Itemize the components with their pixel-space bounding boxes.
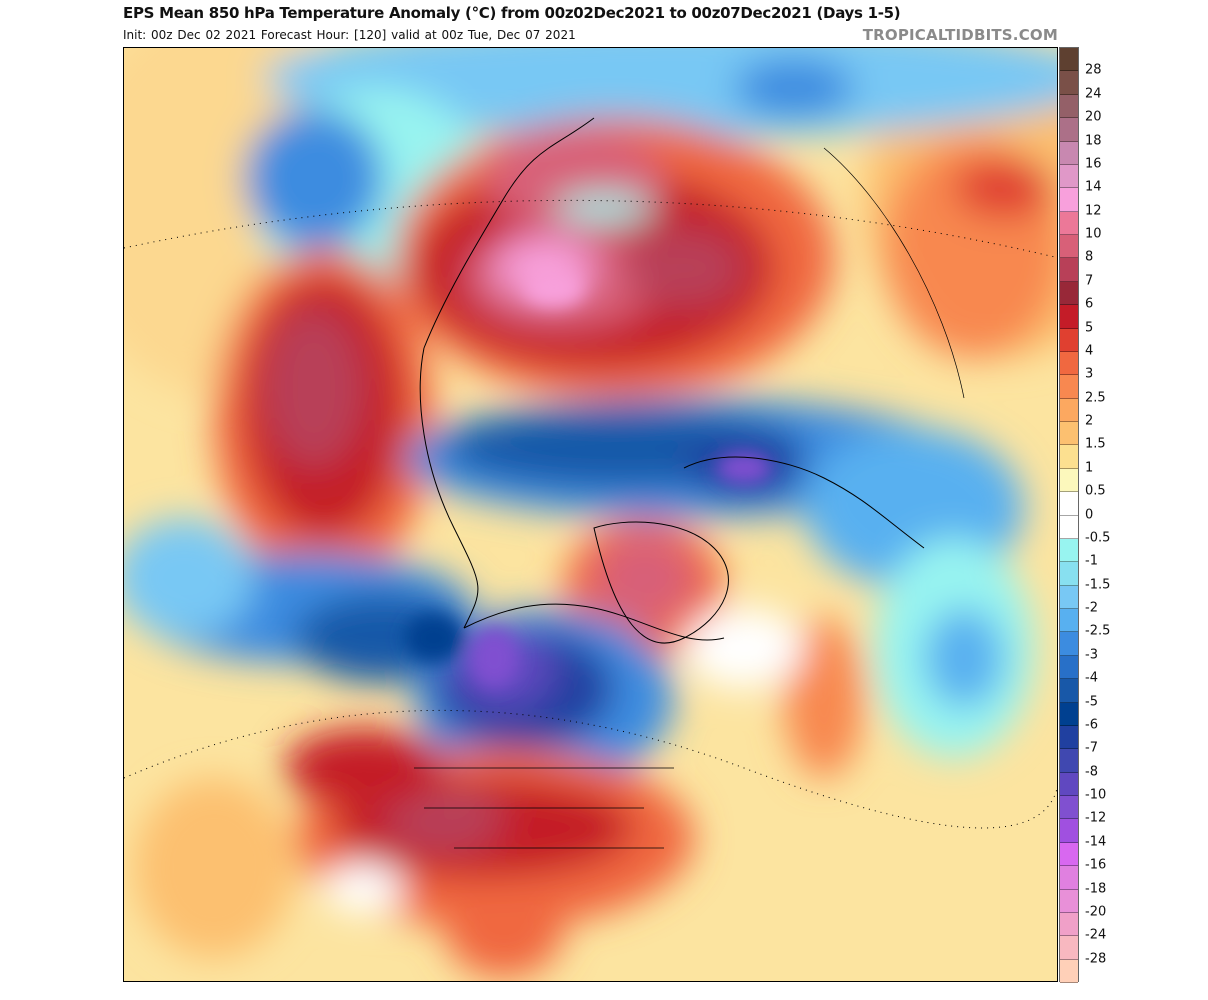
colorbar-label: 1.5: [1085, 436, 1106, 452]
colorbar-bin: [1060, 375, 1078, 399]
colorbar-bin: [1060, 351, 1078, 376]
colorbar-label: -2.5: [1085, 623, 1111, 639]
colorbar-label: 2: [1085, 413, 1094, 429]
map-title: EPS Mean 850 hPa Temperature Anomaly (°C…: [123, 4, 901, 22]
colorbar-label: 28: [1085, 62, 1102, 78]
colorbar-label: 18: [1085, 133, 1102, 148]
colorbar-bin: [1060, 796, 1078, 820]
colorbar-label: 7: [1085, 273, 1094, 289]
colorbar-label: -2: [1085, 600, 1098, 616]
anomaly-field: [124, 48, 1057, 978]
colorbar-bin: [1060, 328, 1078, 352]
anomaly-map: [123, 47, 1058, 982]
brand-logo[interactable]: TROPICALTIDBITS.COM: [862, 26, 1058, 44]
colorbar-bin: [1060, 422, 1078, 446]
colorbar-bin: [1060, 819, 1078, 843]
colorbar-label: -5: [1085, 694, 1098, 709]
colorbar-label: 14: [1085, 179, 1102, 195]
colorbar-bin: [1060, 188, 1078, 212]
colorbar-bin: [1060, 632, 1078, 656]
colorbar-bin: [1060, 912, 1078, 937]
colorbar-label: -24: [1085, 927, 1107, 943]
colorbar-label: -1.5: [1085, 577, 1111, 593]
colorbar-bin: [1060, 538, 1078, 563]
colorbar-label: -7: [1085, 740, 1098, 756]
colorbar-bin: [1060, 749, 1078, 773]
colorbar-label: -12: [1085, 810, 1107, 826]
colorbar-label: -3: [1085, 647, 1098, 663]
colorbar-bin: [1060, 515, 1078, 539]
colorbar-bin: [1060, 679, 1078, 703]
colorbar-bin: [1060, 959, 1078, 983]
colorbar-label: 2.5: [1085, 390, 1106, 406]
anomaly-shading: [124, 48, 1057, 978]
colorbar-label: 0: [1085, 507, 1094, 522]
colorbar-bin: [1060, 235, 1078, 259]
colorbar-label: 20: [1085, 109, 1102, 125]
colorbar-label: 3: [1085, 366, 1094, 382]
colorbar-label: 0.5: [1085, 483, 1106, 499]
map-subtitle: Init: 00z Dec 02 2021 Forecast Hour: [12…: [123, 28, 576, 42]
colorbar-label: -14: [1085, 834, 1107, 850]
colorbar-bin: [1060, 889, 1078, 913]
colorbar-label: 12: [1085, 203, 1102, 219]
colorbar-bin: [1060, 936, 1078, 960]
colorbar-label: 8: [1085, 249, 1094, 265]
colorbar-label: -10: [1085, 787, 1107, 803]
colorbar-label: -8: [1085, 764, 1098, 780]
colorbar-bin: [1060, 655, 1078, 680]
colorbar-bin: [1060, 866, 1078, 890]
colorbar-label: 4: [1085, 343, 1094, 359]
colorbar-label: 1: [1085, 460, 1094, 476]
colorbar-bin: [1060, 71, 1078, 95]
colorbar-bin: [1060, 445, 1078, 469]
colorbar-label: 5: [1085, 320, 1094, 335]
colorbar-label: -0.5: [1085, 530, 1111, 546]
colorbar-label: -4: [1085, 670, 1098, 686]
colorbar-bin: [1060, 258, 1078, 282]
colorbar-bin: [1060, 305, 1078, 329]
colorbar-bin: [1060, 842, 1078, 867]
colorbar-label: -20: [1085, 904, 1107, 920]
colorbar-bin: [1060, 702, 1078, 726]
colorbar-bin: [1060, 211, 1078, 235]
colorbar-label: -28: [1085, 951, 1107, 967]
colorbar-bin: [1060, 725, 1078, 750]
colorbar-bin: [1060, 164, 1078, 189]
colorbar-bin: [1060, 562, 1078, 586]
colorbar-label: -16: [1085, 857, 1107, 873]
colorbar-label: 16: [1085, 156, 1102, 172]
colorbar-bin: [1060, 772, 1078, 796]
colorbar-label: 24: [1085, 86, 1102, 102]
anomaly-cores: [404, 270, 772, 688]
colorbar-bin: [1060, 118, 1078, 142]
colorbar-label: 10: [1085, 226, 1102, 242]
latitude-lines: [124, 199, 1057, 829]
colorbar-label: -6: [1085, 717, 1098, 733]
colorbar-bin: [1060, 281, 1078, 306]
colorbar-bin: [1060, 398, 1078, 422]
colorbar-bin: [1060, 141, 1078, 165]
colorbar-bin: [1060, 94, 1078, 119]
colorbar-bin: [1060, 468, 1078, 493]
colorbar-label: 6: [1085, 296, 1094, 312]
coastlines: [414, 117, 965, 849]
colorbar-bin: [1060, 492, 1078, 516]
colorbar-bin: [1060, 609, 1078, 633]
colorbar: [1059, 47, 1079, 983]
colorbar-bin: [1060, 585, 1078, 609]
colorbar-label: -1: [1085, 553, 1098, 569]
colorbar-label: -18: [1085, 881, 1107, 896]
colorbar-bin: [1060, 48, 1078, 72]
